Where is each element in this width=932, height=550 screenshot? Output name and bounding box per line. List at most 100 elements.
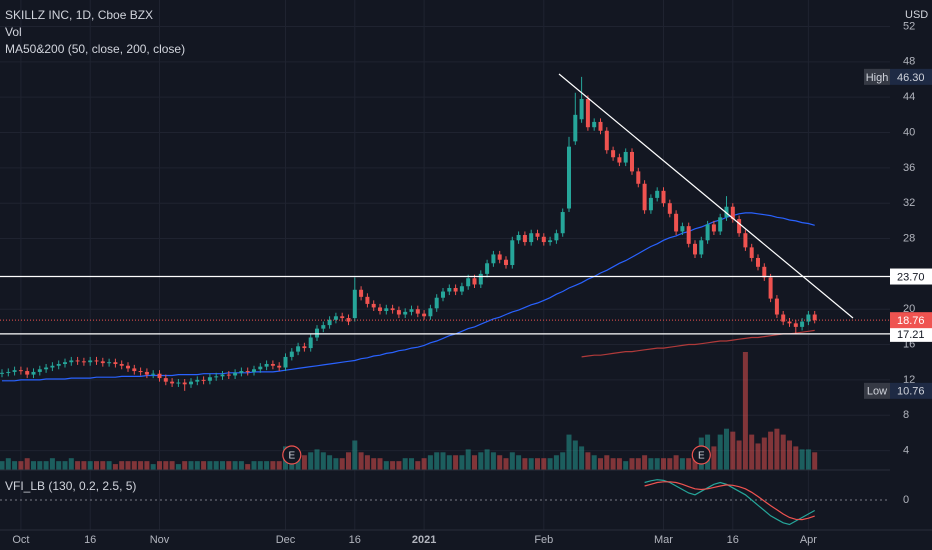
y-tick-label: 40 — [903, 126, 915, 138]
candle-body — [409, 309, 414, 312]
volume-bar — [81, 461, 87, 470]
candle-body — [333, 316, 338, 320]
volume-bar — [623, 461, 629, 470]
candle-body — [0, 372, 4, 374]
volume-bar — [787, 440, 792, 470]
candle-body — [18, 370, 23, 372]
candle-body — [812, 314, 817, 321]
volume-bar — [346, 452, 351, 470]
candle-body — [113, 362, 118, 364]
volume-bar — [276, 461, 282, 470]
volume-bar — [264, 461, 270, 470]
candle-body — [579, 98, 584, 120]
volume-bar — [232, 461, 238, 470]
candle-body — [308, 337, 313, 349]
candle-body — [226, 374, 231, 376]
candle-body — [378, 307, 382, 311]
candle-body — [617, 157, 622, 163]
volume-bar — [390, 461, 396, 470]
y-tick-label: 12 — [903, 374, 915, 386]
earnings-label: E — [698, 451, 705, 462]
candle-body — [806, 314, 811, 322]
candle-body — [296, 346, 301, 352]
candle-body — [403, 311, 408, 315]
candle-body — [730, 206, 735, 220]
candle-body — [252, 369, 256, 372]
trend-line — [558, 73, 854, 319]
y-tick-label: 44 — [903, 91, 915, 103]
volume-bar — [648, 458, 654, 470]
volume-bar — [226, 461, 232, 470]
volume-bar — [768, 431, 774, 470]
volume-bar — [333, 458, 339, 470]
x-tick-label: Dec — [276, 534, 296, 546]
candle-body — [132, 368, 137, 372]
marker-value-box — [890, 68, 932, 85]
volume-bar — [94, 461, 99, 470]
candle-body — [674, 213, 679, 232]
candle-body — [554, 233, 559, 241]
x-tick-label: Apr — [800, 534, 817, 546]
candle-body — [119, 363, 124, 366]
volume-bar — [270, 461, 276, 470]
volume-bar — [465, 449, 471, 470]
volume-bar — [238, 461, 244, 470]
candle-body — [144, 371, 149, 375]
candle-body — [176, 382, 181, 384]
volume-bar — [327, 455, 333, 470]
volume-bar — [805, 449, 811, 470]
y-tick-label: 20 — [903, 303, 915, 315]
candle-body — [686, 226, 691, 244]
x-tick-label: 16 — [84, 534, 96, 546]
candle-body — [510, 240, 515, 266]
volume-bar — [812, 452, 818, 470]
volume-bar — [339, 458, 345, 470]
ma-label: MA50&200 (50, close, 200, close) — [5, 42, 185, 56]
candle-body — [737, 219, 742, 234]
x-tick-label: Feb — [534, 534, 553, 546]
candle-body — [264, 363, 269, 367]
volume-bar — [87, 461, 93, 470]
y-tick-label: 4 — [903, 444, 909, 456]
volume-bar — [182, 461, 188, 470]
vfi-line — [644, 479, 815, 526]
x-tick-label: 2021 — [412, 534, 436, 546]
volume-bar — [106, 461, 112, 470]
volume-bar — [201, 461, 207, 470]
volume-bar — [24, 458, 30, 470]
volume-bar — [364, 455, 370, 470]
volume-bar — [75, 461, 81, 470]
chart-title: SKILLZ INC, 1D, Cboe BZX — [5, 8, 153, 22]
candle-body — [126, 365, 130, 369]
volume-bar — [119, 461, 125, 470]
candle-body — [592, 121, 597, 128]
volume-bar — [591, 455, 597, 470]
volume-bar — [421, 458, 427, 470]
volume-bar — [749, 434, 755, 470]
candle-body — [604, 130, 609, 151]
candle-body — [567, 146, 571, 209]
volume-bar — [31, 461, 36, 470]
x-tick-label: 16 — [727, 534, 739, 546]
moving-average — [2, 212, 815, 382]
volume-bar — [478, 452, 484, 470]
earnings-marker — [282, 445, 302, 465]
volume-bar — [654, 458, 660, 470]
candle-body — [390, 308, 395, 311]
volume-bar — [18, 461, 24, 470]
volume-bar — [472, 455, 477, 470]
candle-body — [793, 323, 798, 327]
candle-body — [680, 226, 685, 232]
volume-bar — [377, 458, 383, 470]
volume-bar — [43, 461, 49, 470]
candle-body — [233, 372, 238, 376]
candle-body — [195, 379, 200, 382]
candle-body — [277, 365, 282, 368]
candle-body — [497, 254, 502, 260]
candle-body — [94, 360, 99, 362]
volume-bar — [453, 455, 459, 470]
candle-body — [459, 286, 464, 292]
volume-bar — [125, 461, 131, 470]
candle-body — [6, 371, 11, 373]
volume-bar — [509, 452, 515, 470]
